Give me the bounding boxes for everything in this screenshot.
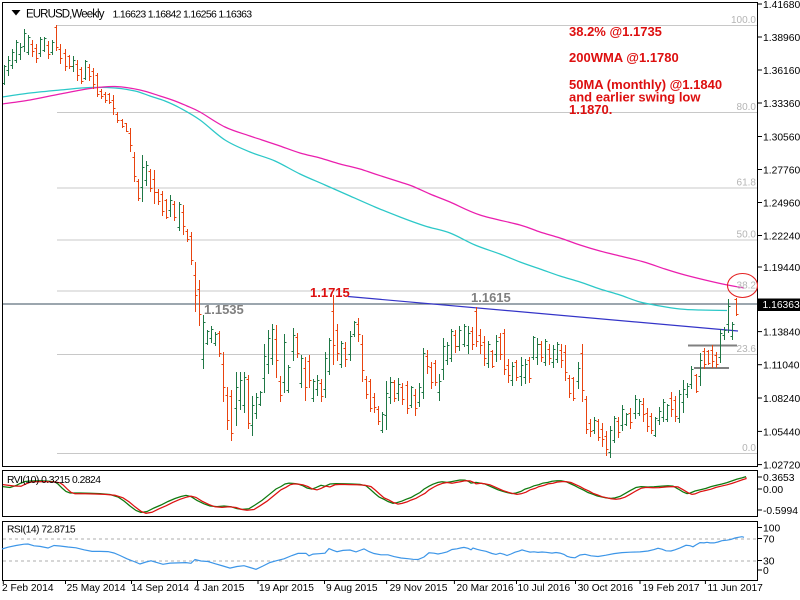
svg-text:50MA (monthly) @1.1840: 50MA (monthly) @1.1840 bbox=[569, 77, 722, 92]
svg-text:1.33360: 1.33360 bbox=[763, 99, 800, 110]
svg-text:10 Jul 2016: 10 Jul 2016 bbox=[518, 583, 571, 594]
svg-text:30: 30 bbox=[763, 557, 775, 568]
svg-text:19 Feb 2017: 19 Feb 2017 bbox=[642, 583, 700, 594]
svg-text:4 Jan 2015: 4 Jan 2015 bbox=[194, 583, 245, 594]
svg-text:200WMA @1.1780: 200WMA @1.1780 bbox=[569, 50, 679, 65]
svg-text:1.24960: 1.24960 bbox=[763, 199, 800, 210]
svg-text:RVI(10) 0.3215 0.2824: RVI(10) 0.3215 0.2824 bbox=[7, 475, 101, 486]
svg-text:1.1870.: 1.1870. bbox=[569, 102, 612, 117]
svg-text:1.41680: 1.41680 bbox=[763, 0, 800, 11]
svg-text:20 Mar 2016: 20 Mar 2016 bbox=[457, 583, 515, 594]
svg-text:11 Jun 2017: 11 Jun 2017 bbox=[708, 583, 764, 594]
svg-text:1.11040: 1.11040 bbox=[763, 361, 800, 372]
svg-text:0.0: 0.0 bbox=[742, 443, 756, 454]
svg-text:1.22240: 1.22240 bbox=[763, 232, 800, 243]
svg-text:1.08240: 1.08240 bbox=[763, 394, 800, 405]
svg-text:30 Oct 2016: 30 Oct 2016 bbox=[578, 583, 634, 594]
svg-text:1.38960: 1.38960 bbox=[763, 33, 800, 44]
svg-text:1.27760: 1.27760 bbox=[763, 166, 800, 177]
svg-text:19 Apr 2015: 19 Apr 2015 bbox=[259, 583, 314, 594]
svg-text:25 May 2014: 25 May 2014 bbox=[67, 583, 126, 594]
svg-text:0.3653: 0.3653 bbox=[763, 473, 795, 484]
svg-text:1.16363: 1.16363 bbox=[763, 300, 800, 311]
svg-text:0: 0 bbox=[763, 566, 769, 577]
svg-text:EURUSD,Weekly: EURUSD,Weekly bbox=[26, 9, 105, 21]
svg-text:1.19440: 1.19440 bbox=[763, 263, 800, 274]
svg-text:RSI(14) 72.8715: RSI(14) 72.8715 bbox=[7, 525, 76, 536]
svg-text:1.13840: 1.13840 bbox=[763, 328, 800, 339]
svg-text:29 Nov 2015: 29 Nov 2015 bbox=[390, 583, 448, 594]
svg-text:1.30560: 1.30560 bbox=[763, 133, 800, 144]
svg-text:38.2% @1.1735: 38.2% @1.1735 bbox=[569, 24, 662, 39]
svg-text:80.0: 80.0 bbox=[737, 102, 757, 113]
svg-text:2 Feb 2014: 2 Feb 2014 bbox=[2, 583, 54, 594]
svg-text:38.2: 38.2 bbox=[737, 281, 757, 292]
svg-text:1.1535: 1.1535 bbox=[204, 302, 244, 317]
svg-text:1.36160: 1.36160 bbox=[763, 66, 800, 77]
svg-text:61.8: 61.8 bbox=[737, 178, 757, 189]
svg-text:9 Aug 2015: 9 Aug 2015 bbox=[326, 583, 378, 594]
svg-text:-0.5994: -0.5994 bbox=[763, 506, 798, 517]
svg-text:14 Sep 2014: 14 Sep 2014 bbox=[131, 583, 189, 594]
svg-text:100: 100 bbox=[763, 524, 780, 535]
svg-text:70: 70 bbox=[763, 535, 775, 546]
svg-text:23.6: 23.6 bbox=[737, 344, 757, 355]
svg-text:0.00: 0.00 bbox=[763, 485, 783, 496]
svg-text:1.05440: 1.05440 bbox=[763, 427, 800, 438]
svg-text:100.0: 100.0 bbox=[731, 15, 756, 26]
svg-text:1.1615: 1.1615 bbox=[471, 290, 511, 305]
svg-text:1.02720: 1.02720 bbox=[763, 461, 800, 472]
svg-text:1.16623 1.16842 1.16256 1.1636: 1.16623 1.16842 1.16256 1.16363 bbox=[113, 9, 253, 21]
svg-text:1.1715: 1.1715 bbox=[310, 285, 350, 300]
svg-text:and earlier swing low: and earlier swing low bbox=[569, 90, 701, 105]
svg-text:50.0: 50.0 bbox=[737, 230, 757, 241]
